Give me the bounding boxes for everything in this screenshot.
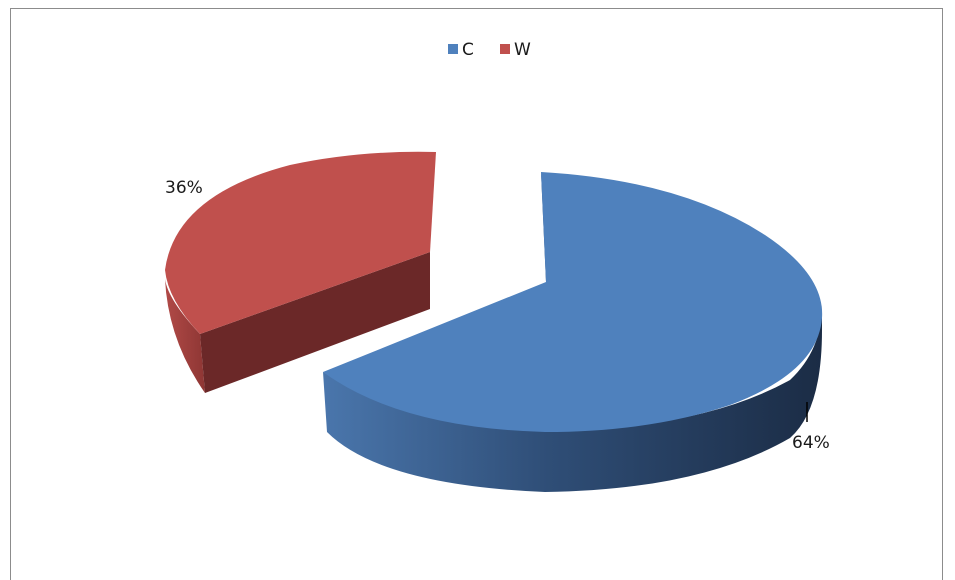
- data-label-w: 36%: [165, 178, 203, 198]
- legend-swatch-c: [448, 44, 458, 54]
- slice-w-inner-face: [200, 252, 430, 393]
- legend-label-w: W: [514, 40, 531, 60]
- slice-w-top: [165, 151, 436, 334]
- legend-label-c: C: [462, 40, 474, 60]
- slice-c: [323, 172, 823, 492]
- legend-swatch-w: [500, 44, 510, 54]
- slice-w: [165, 151, 436, 393]
- slice-w-outer-side: [165, 279, 205, 393]
- slice-c-top: [323, 172, 823, 432]
- data-labels: 36% 64%: [165, 178, 830, 453]
- slice-c-side: [323, 305, 822, 492]
- data-label-c: 64%: [792, 433, 830, 453]
- legend: C W: [448, 40, 531, 60]
